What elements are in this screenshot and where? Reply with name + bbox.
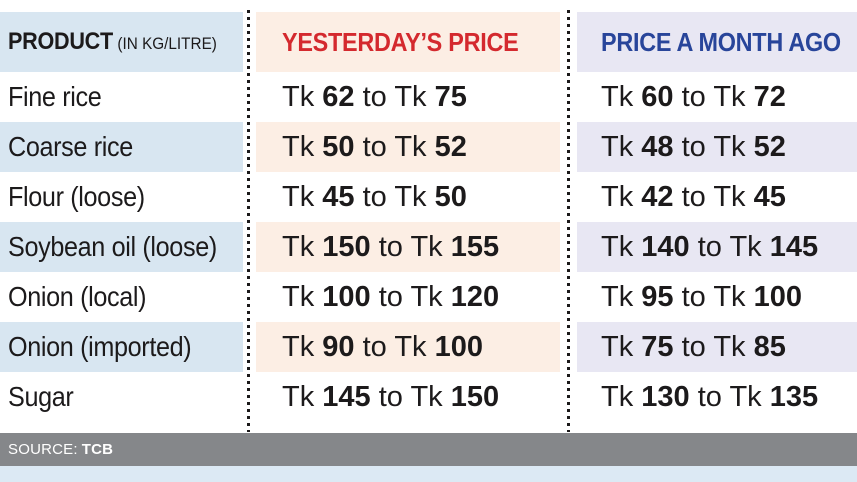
yesterday-price-cell: Tk 150 to Tk 155 bbox=[256, 222, 560, 272]
source-text: SOURCE: TCB bbox=[8, 441, 113, 458]
yesterday-price-value: Tk 50 to Tk 52 bbox=[282, 130, 467, 163]
month-ago-price-value: Tk 140 to Tk 145 bbox=[601, 230, 819, 263]
yesterday-price-column-header: YESTERDAY’S PRICE bbox=[282, 26, 519, 57]
yesterday-price-cell: Tk 90 to Tk 100 bbox=[256, 322, 560, 372]
yesterday-price-cell: Tk 50 to Tk 52 bbox=[256, 122, 560, 172]
source-label: SOURCE: bbox=[8, 441, 78, 458]
month-ago-price-cell: Tk 42 to Tk 45 bbox=[577, 172, 857, 222]
month-ago-price-value: Tk 95 to Tk 100 bbox=[601, 280, 803, 313]
product-cell: Onion (imported) bbox=[0, 322, 243, 372]
dotted-divider-2 bbox=[567, 10, 570, 432]
table-row: Flour (loose) Tk 45 to Tk 50 Tk 42 to Tk… bbox=[0, 172, 857, 222]
table-row: Sugar Tk 145 to Tk 150 Tk 130 to Tk 135 bbox=[0, 372, 857, 422]
month-ago-price-cell: Tk 75 to Tk 85 bbox=[577, 322, 857, 372]
yesterday-price-header-cell: YESTERDAY’S PRICE bbox=[256, 12, 560, 72]
source-value: TCB bbox=[81, 441, 114, 458]
month-ago-price-cell: Tk 130 to Tk 135 bbox=[577, 372, 857, 422]
source-bar: SOURCE: TCB bbox=[0, 433, 857, 466]
month-ago-price-cell: Tk 95 to Tk 100 bbox=[577, 272, 857, 322]
product-cell: Flour (loose) bbox=[0, 172, 243, 222]
dotted-divider-1 bbox=[247, 10, 250, 432]
product-name: Coarse rice bbox=[8, 131, 133, 162]
bottom-strip bbox=[0, 466, 857, 482]
month-ago-price-value: Tk 75 to Tk 85 bbox=[601, 330, 786, 363]
month-ago-price-value: Tk 48 to Tk 52 bbox=[601, 130, 786, 163]
table-row: Onion (imported) Tk 90 to Tk 100 Tk 75 t… bbox=[0, 322, 857, 372]
month-ago-price-value: Tk 60 to Tk 72 bbox=[601, 80, 786, 113]
product-name: Onion (imported) bbox=[8, 331, 192, 362]
product-cell: Coarse rice bbox=[0, 122, 243, 172]
yesterday-price-cell: Tk 62 to Tk 75 bbox=[256, 72, 560, 122]
price-table: PRODUCT (IN KG/LITRE) YESTERDAY’S PRICE P… bbox=[0, 12, 857, 422]
yesterday-price-cell: Tk 145 to Tk 150 bbox=[256, 372, 560, 422]
product-cell: Sugar bbox=[0, 372, 243, 422]
month-ago-price-cell: Tk 140 to Tk 145 bbox=[577, 222, 857, 272]
product-name: Fine rice bbox=[8, 81, 102, 112]
product-cell: Onion (local) bbox=[0, 272, 243, 322]
table-row: Coarse rice Tk 50 to Tk 52 Tk 48 to Tk 5… bbox=[0, 122, 857, 172]
yesterday-price-value: Tk 90 to Tk 100 bbox=[282, 330, 484, 363]
product-unit-label: (IN KG/LITRE) bbox=[117, 34, 217, 53]
month-ago-column-header: PRICE A MONTH AGO bbox=[601, 26, 841, 57]
product-name: Flour (loose) bbox=[8, 181, 145, 212]
product-column-header: PRODUCT bbox=[8, 28, 113, 55]
yesterday-price-value: Tk 145 to Tk 150 bbox=[282, 380, 500, 413]
product-name: Soybean oil (loose) bbox=[8, 231, 217, 262]
product-header-cell: PRODUCT (IN KG/LITRE) bbox=[0, 12, 243, 72]
product-name: Sugar bbox=[8, 381, 74, 412]
yesterday-price-value: Tk 100 to Tk 120 bbox=[282, 280, 500, 313]
yesterday-price-cell: Tk 45 to Tk 50 bbox=[256, 172, 560, 222]
table-header-row: PRODUCT (IN KG/LITRE) YESTERDAY’S PRICE P… bbox=[0, 12, 857, 72]
month-ago-price-cell: Tk 48 to Tk 52 bbox=[577, 122, 857, 172]
product-cell: Fine rice bbox=[0, 72, 243, 122]
table-body: Fine rice Tk 62 to Tk 75 Tk 60 to Tk 72 … bbox=[0, 72, 857, 422]
product-name: Onion (local) bbox=[8, 281, 147, 312]
yesterday-price-value: Tk 62 to Tk 75 bbox=[282, 80, 467, 113]
month-ago-header-cell: PRICE A MONTH AGO bbox=[577, 12, 857, 72]
month-ago-price-value: Tk 130 to Tk 135 bbox=[601, 380, 819, 413]
table-row: Soybean oil (loose) Tk 150 to Tk 155 Tk … bbox=[0, 222, 857, 272]
table-row: Onion (local) Tk 100 to Tk 120 Tk 95 to … bbox=[0, 272, 857, 322]
yesterday-price-cell: Tk 100 to Tk 120 bbox=[256, 272, 560, 322]
product-cell: Soybean oil (loose) bbox=[0, 222, 243, 272]
table-row: Fine rice Tk 62 to Tk 75 Tk 60 to Tk 72 bbox=[0, 72, 857, 122]
yesterday-price-value: Tk 150 to Tk 155 bbox=[282, 230, 500, 263]
yesterday-price-value: Tk 45 to Tk 50 bbox=[282, 180, 467, 213]
month-ago-price-cell: Tk 60 to Tk 72 bbox=[577, 72, 857, 122]
month-ago-price-value: Tk 42 to Tk 45 bbox=[601, 180, 786, 213]
